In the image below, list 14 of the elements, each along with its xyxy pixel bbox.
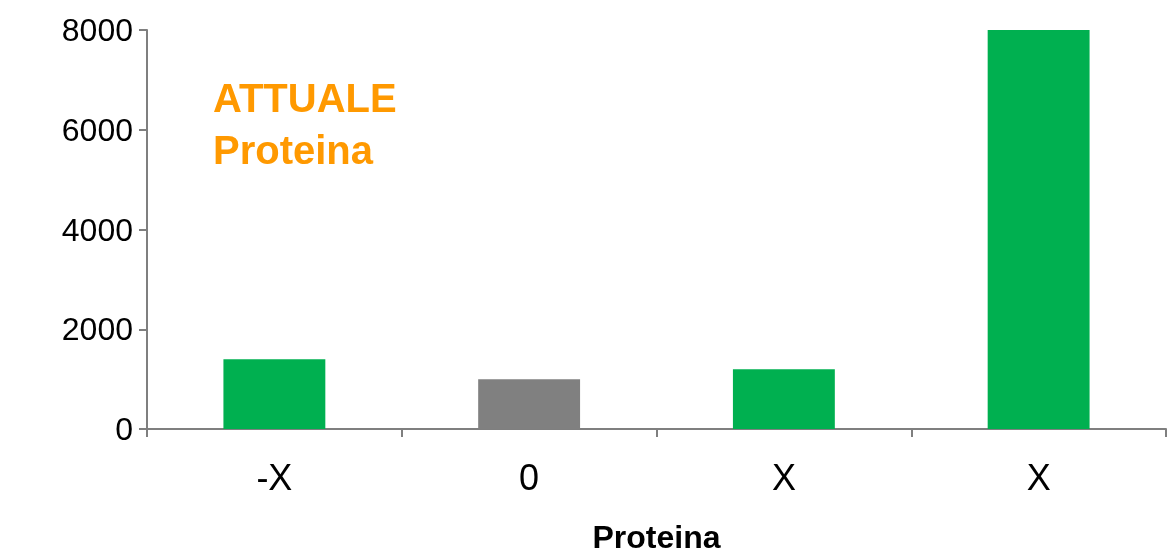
bar [732,369,835,429]
y-tick-label: 8000 [61,12,133,48]
x-axis-title: Proteina [592,519,721,555]
x-tick-label: 0 [519,456,540,498]
x-tick-label: X [1026,456,1051,498]
bar [987,30,1090,429]
bar [223,359,326,429]
x-tick-label: X [771,456,796,498]
y-tick-label: 0 [115,411,133,447]
y-tick-label: 4000 [61,211,133,248]
annotation: ATTUALE Proteina [213,76,397,172]
y-tick-label: 6000 [61,111,133,148]
y-tick-label: 2000 [61,311,133,348]
x-tick-label: -X [256,456,293,498]
